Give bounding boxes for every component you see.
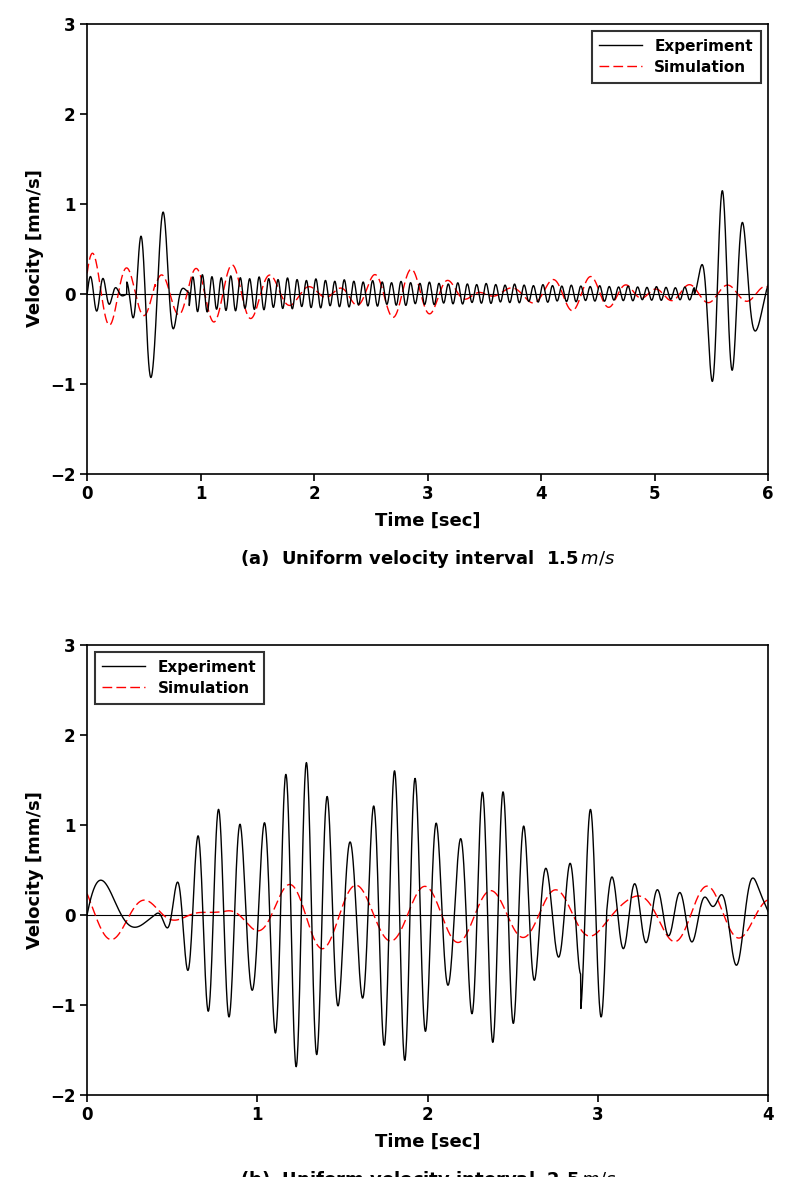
Simulation: [733, 287, 743, 301]
Simulation: [763, 280, 773, 294]
Experiment: [718, 184, 727, 198]
Simulation: [354, 298, 364, 312]
Simulation: [496, 286, 505, 300]
Y-axis label: Velocity [mm/s]: Velocity [mm/s]: [26, 791, 44, 949]
Experiment: [733, 272, 743, 286]
Experiment: [97, 873, 107, 887]
Experiment: [353, 298, 363, 312]
Legend: Experiment, Simulation: Experiment, Simulation: [95, 652, 264, 704]
Text: (a)  Uniform velocity interval  $\mathbf{1.5}\,\mathit{m/s}$: (a) Uniform velocity interval $\mathbf{1…: [240, 547, 615, 570]
Legend: Experiment, Simulation: Experiment, Simulation: [592, 31, 760, 82]
Experiment: [218, 279, 227, 293]
Experiment: [496, 295, 505, 310]
Experiment: [336, 973, 345, 988]
Experiment: [291, 1059, 301, 1073]
Experiment: [302, 756, 311, 770]
X-axis label: Time [sec]: Time [sec]: [375, 1132, 481, 1151]
Experiment: [308, 291, 318, 305]
Simulation: [119, 919, 128, 933]
Line: Experiment: Experiment: [87, 191, 768, 381]
Experiment: [82, 287, 92, 301]
Experiment: [644, 930, 653, 944]
Text: (b)  Uniform velocity interval  $\mathbf{2.5}\,\mathit{m/s}$: (b) Uniform velocity interval $\mathbf{2…: [240, 1169, 615, 1177]
Simulation: [318, 942, 327, 956]
Simulation: [410, 266, 420, 280]
Line: Experiment: Experiment: [87, 763, 768, 1066]
Simulation: [285, 877, 295, 891]
Line: Simulation: Simulation: [87, 253, 768, 325]
Simulation: [336, 904, 345, 918]
Experiment: [763, 905, 773, 919]
Experiment: [763, 278, 773, 292]
Experiment: [409, 294, 419, 308]
Experiment: [119, 912, 128, 926]
Simulation: [88, 246, 97, 260]
Y-axis label: Velocity [mm/s]: Velocity [mm/s]: [26, 169, 44, 327]
Experiment: [143, 913, 153, 927]
Simulation: [82, 886, 92, 900]
Simulation: [763, 892, 773, 906]
Experiment: [82, 907, 92, 922]
Simulation: [644, 895, 653, 909]
X-axis label: Time [sec]: Time [sec]: [375, 512, 481, 530]
Simulation: [309, 281, 318, 295]
Experiment: [493, 938, 502, 952]
Simulation: [82, 266, 92, 280]
Simulation: [143, 893, 153, 907]
Line: Simulation: Simulation: [87, 884, 768, 949]
Simulation: [219, 285, 228, 299]
Simulation: [97, 924, 107, 938]
Experiment: [707, 374, 717, 388]
Simulation: [493, 887, 502, 902]
Simulation: [105, 318, 114, 332]
